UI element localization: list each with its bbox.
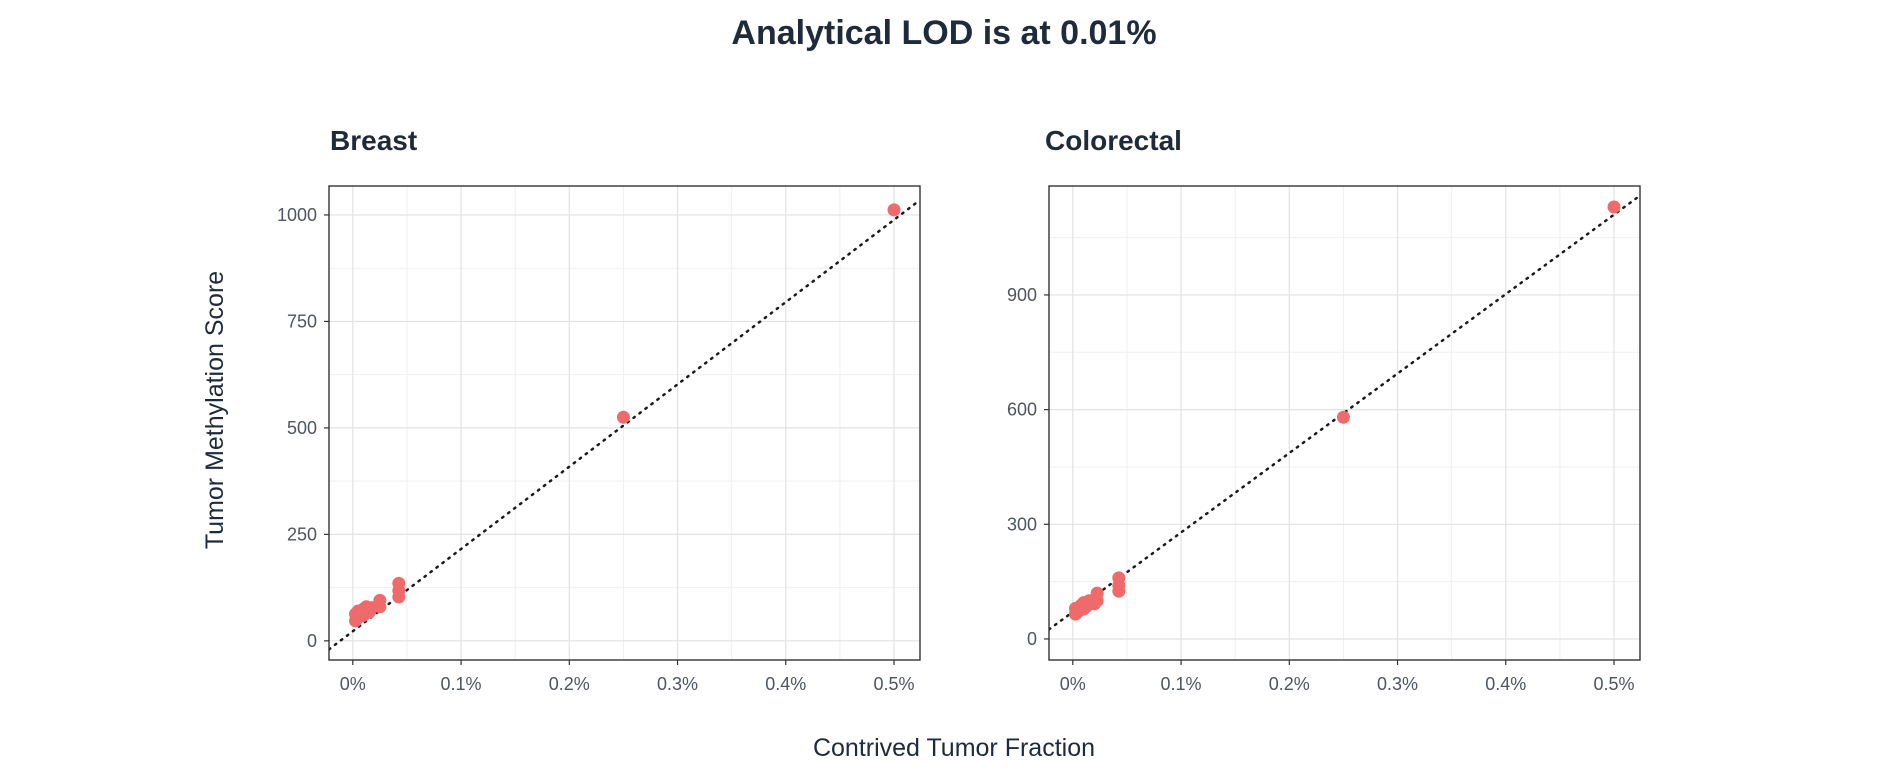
data-point <box>392 576 406 590</box>
x-tick-label: 0.1% <box>1161 674 1202 694</box>
y-tick-label: 0 <box>1027 629 1037 649</box>
x-axis-title: Contrived Tumor Fraction <box>813 734 1095 762</box>
y-tick-label: 750 <box>287 311 317 331</box>
data-point <box>1112 571 1126 585</box>
data-point <box>1607 200 1621 214</box>
y-tick-label: 900 <box>1007 285 1037 305</box>
x-tick-label: 0.5% <box>874 674 915 694</box>
breast-panel: Breast 0 250 500 750 1000 0% 0.1% 0.2% 0.3% 0.4% 0.… <box>277 125 921 694</box>
y-tick-label: 500 <box>287 418 317 438</box>
x-tick-label: 0% <box>1060 674 1086 694</box>
data-point <box>616 410 630 424</box>
panel-title: Colorectal <box>1045 125 1182 156</box>
chart-title: Analytical LOD is at 0.01% <box>731 14 1156 52</box>
x-tick-label: 0.1% <box>441 674 482 694</box>
x-tick-label: 0.4% <box>1485 674 1526 694</box>
y-axis-title: Tumor Methylation Score <box>201 271 229 549</box>
x-tick-label: 0.5% <box>1594 674 1635 694</box>
y-tick-label: 600 <box>1007 400 1037 420</box>
x-tick-label: 0.2% <box>1269 674 1310 694</box>
y-tick-label: 300 <box>1007 514 1037 534</box>
data-point <box>1090 586 1104 600</box>
y-tick-label: 0 <box>307 631 317 651</box>
x-tick-label: 0% <box>340 674 366 694</box>
colorectal-panel: Colorectal 0 300 600 900 0% 0.1% 0.2% 0.3% 0.4% 0.… <box>1007 125 1641 694</box>
data-point <box>887 203 901 217</box>
x-tick-label: 0.2% <box>549 674 590 694</box>
x-tick-label: 0.4% <box>765 674 806 694</box>
panel-frame <box>1048 185 1641 661</box>
y-tick-label: 250 <box>287 524 317 544</box>
x-tick-label: 0.3% <box>657 674 698 694</box>
panel-title: Breast <box>330 125 417 156</box>
y-tick-label: 1000 <box>277 205 317 225</box>
data-point <box>373 593 387 607</box>
x-tick-label: 0.3% <box>1377 674 1418 694</box>
data-point <box>1336 410 1350 424</box>
panel-frame <box>328 185 921 661</box>
